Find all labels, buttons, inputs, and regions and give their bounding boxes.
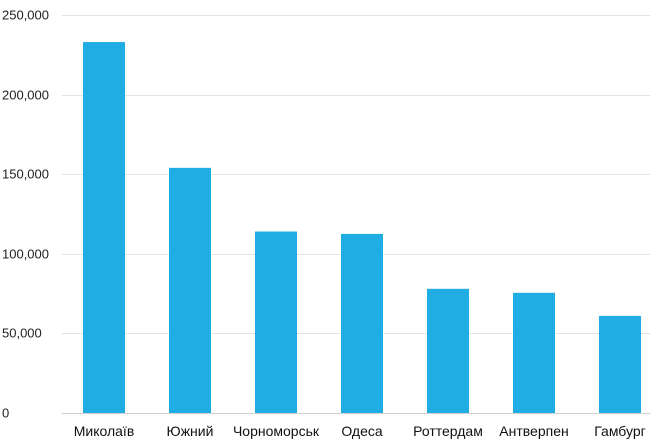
y-tick-label: 200,000 — [2, 88, 49, 103]
bar — [255, 231, 297, 413]
bars — [83, 42, 641, 414]
y-axis-tick-labels: 0 50,000 100,000 150,000 200,000 250,000 — [2, 8, 49, 421]
bar — [169, 167, 211, 413]
x-category-label: Чорноморськ — [233, 423, 320, 439]
x-category-label: Одеса — [341, 423, 383, 439]
y-tick-label: 150,000 — [2, 167, 49, 182]
y-tick-label: 0 — [2, 406, 9, 421]
bar — [513, 292, 555, 413]
x-category-label: Роттердам — [413, 423, 483, 439]
bar — [83, 42, 125, 414]
bar — [341, 233, 383, 413]
y-tick-label: 100,000 — [2, 247, 49, 262]
x-category-label: Антверпен — [499, 423, 568, 439]
y-tick-label: 50,000 — [2, 326, 42, 341]
bar — [427, 288, 469, 413]
bar — [599, 315, 641, 413]
x-category-label: Гамбург — [594, 423, 646, 439]
y-tick-label: 250,000 — [2, 8, 49, 23]
x-category-label: Миколаїв — [74, 423, 135, 439]
x-axis-category-labels: Миколаїв Южний Чорноморськ Одеса Роттердам Ан… — [74, 423, 646, 439]
x-category-label: Южний — [167, 423, 214, 439]
